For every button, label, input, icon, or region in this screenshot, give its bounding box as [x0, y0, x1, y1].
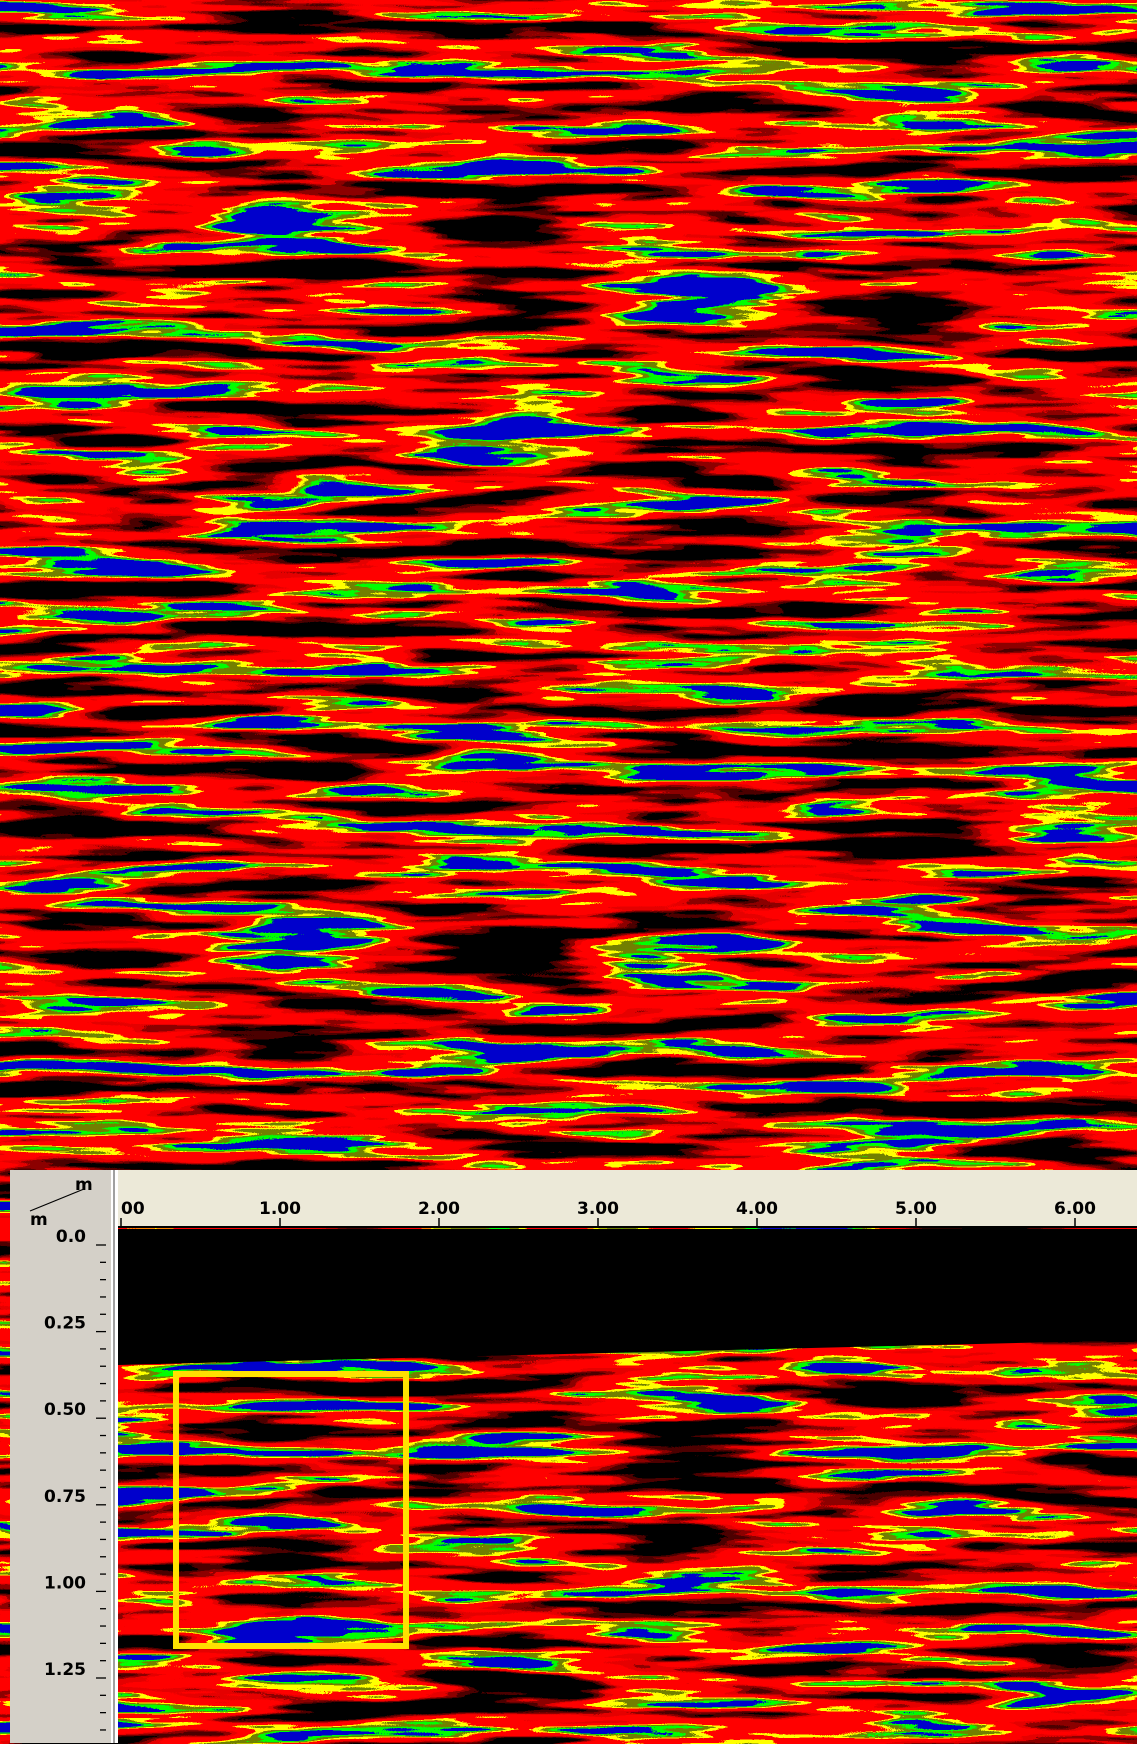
y-tick-label: 1.50	[44, 1032, 86, 1052]
y-tick-label: 0.25	[44, 1314, 86, 1334]
y-tick-label: 0.50	[44, 771, 86, 791]
x-tick-label: 3.00	[563, 39, 605, 59]
y-tick-label: 0.75	[44, 837, 86, 857]
y-tick-label: 0.0	[56, 62, 86, 82]
x-unit: m	[75, 15, 93, 35]
x-tick-label: 6.00	[1054, 1199, 1096, 1219]
y-unit: m	[30, 1210, 48, 1230]
y-ruler	[10, 586, 111, 1148]
radargram-screenshot: m m 00 1.00 2.00 3.00 4.00 5.00 6.00 0.0 0.25 0.50 0…	[0, 0, 1137, 1744]
y-tick-label: 1.25	[44, 384, 86, 404]
x-tick-label: 00	[119, 615, 143, 635]
x-unit: m	[75, 591, 93, 611]
x-tick-label: 3.00	[565, 615, 607, 635]
air-band	[118, 645, 1137, 760]
y-tick-label: 0.50	[44, 191, 86, 211]
y-unit: m	[30, 50, 48, 70]
x-tick-label: 00	[121, 1199, 145, 1219]
y-tick-label: 1.75	[44, 1097, 86, 1117]
x-tick-label: 5.00	[876, 615, 918, 635]
y-ruler	[10, 10, 111, 563]
y-tick-label: 1.00	[44, 1573, 86, 1593]
x-tick-label: 1.00	[253, 39, 295, 59]
x-tick-label: 4.00	[720, 615, 762, 635]
y-tick-label: 1.25	[44, 1660, 86, 1680]
x-tick-label: 5.00	[873, 39, 915, 59]
y-tick-label: 0.25	[44, 126, 86, 146]
y-unit: m	[30, 626, 48, 646]
x-tick-label: 1.00	[254, 615, 296, 635]
y-tick-label: 0.0	[56, 641, 86, 661]
y-tick-label: 1.75	[44, 513, 86, 533]
x-tick-label: 5.00	[895, 1199, 937, 1219]
y-tick-label: 1.50	[44, 448, 86, 468]
x-tick-label: 6.00	[1028, 39, 1070, 59]
y-tick-label: 0.75	[44, 1487, 86, 1507]
y-tick-label: 0.75	[44, 255, 86, 275]
x-tick-label: 2.00	[409, 615, 451, 635]
y-tick-label: 0.0	[56, 1227, 86, 1247]
x-tick-label: 4.00	[736, 1199, 778, 1219]
x-tick-label: 2.00	[408, 39, 450, 59]
x-tick-label: 1.00	[259, 1199, 301, 1219]
y-tick-label: 1.25	[44, 967, 86, 987]
x-tick-label: 00	[119, 39, 143, 59]
x-tick-label: 6.00	[1031, 615, 1073, 635]
air-band	[118, 69, 1137, 161]
y-tick-label: 0.50	[44, 1400, 86, 1420]
x-tick-label: 2.00	[418, 1199, 460, 1219]
x-tick-label: 3.00	[577, 1199, 619, 1219]
y-ruler	[10, 1170, 111, 1743]
y-tick-label: 1.00	[44, 902, 86, 922]
x-unit: m	[75, 1175, 93, 1195]
x-tick-label: 4.00	[718, 39, 760, 59]
y-tick-label: 0.25	[44, 706, 86, 726]
y-tick-label: 1.00	[44, 320, 86, 340]
